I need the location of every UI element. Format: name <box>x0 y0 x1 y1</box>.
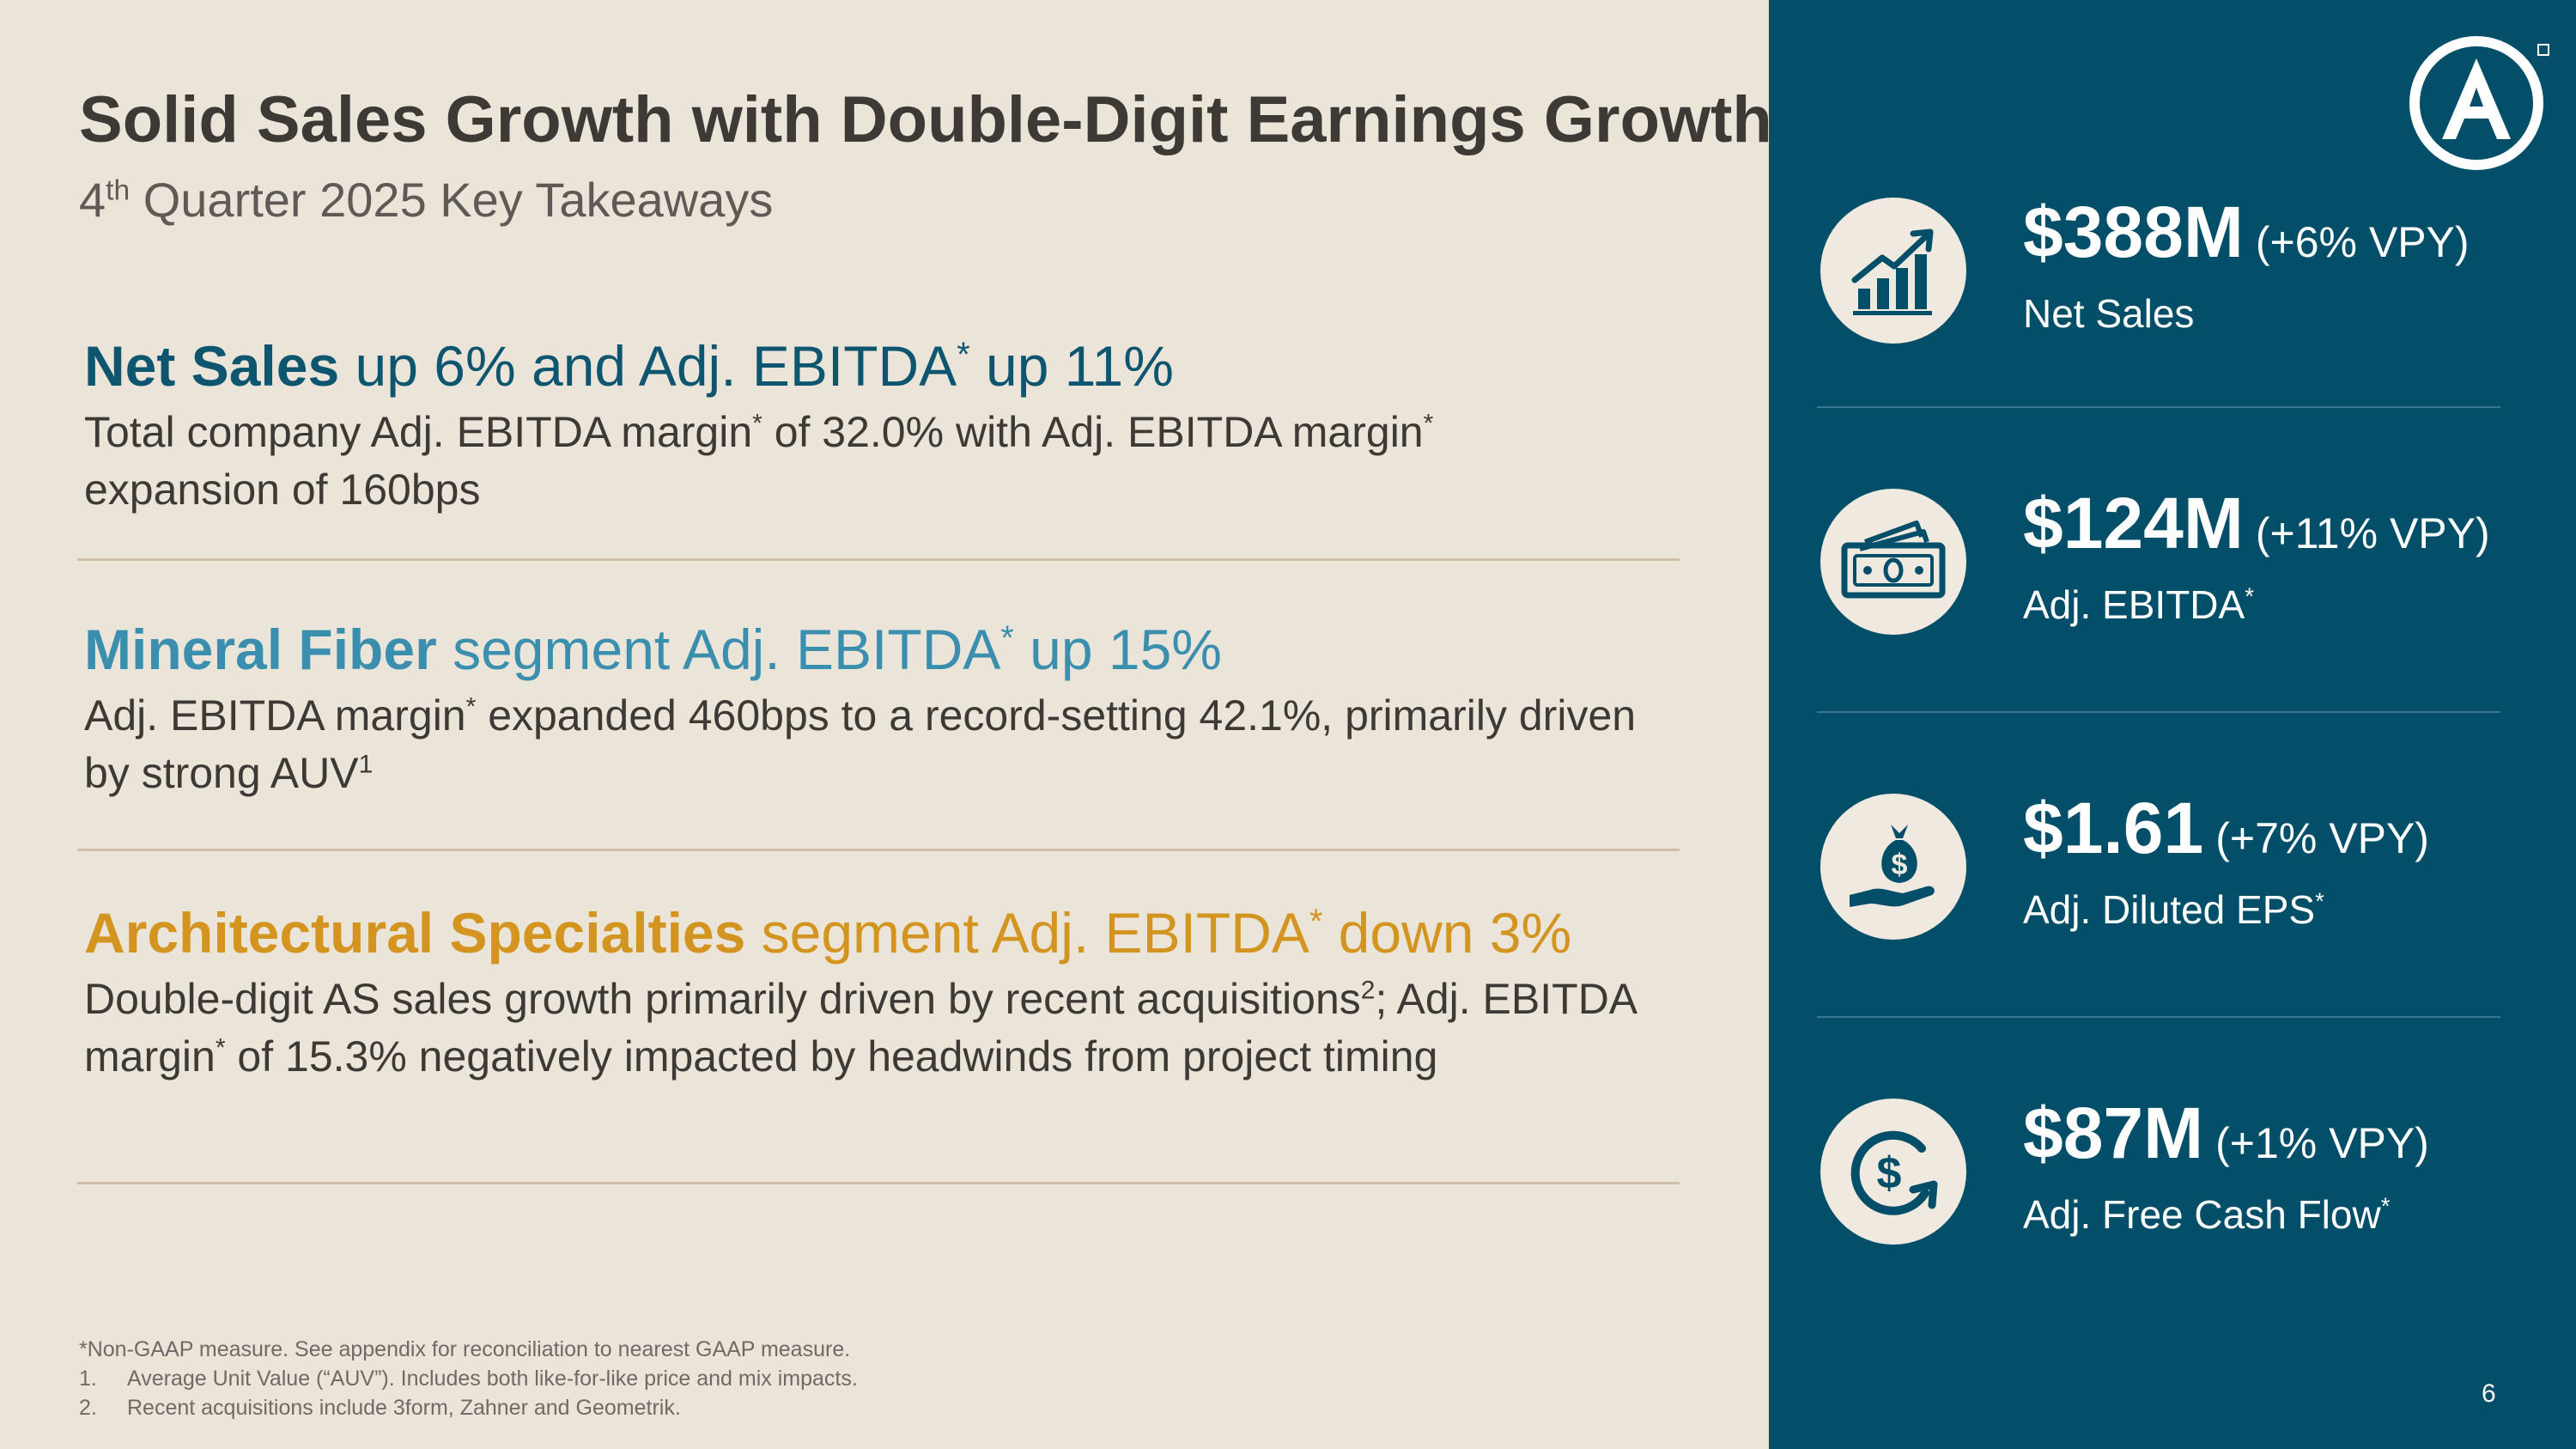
footnote-text: Recent acquisitions include 3form, Zahne… <box>127 1396 681 1420</box>
body-text: Adj. EBITDA margin <box>84 691 466 740</box>
body-text: ; Adj. EBITDA margin <box>84 975 1636 1081</box>
metric-label-sup: * <box>2245 582 2254 610</box>
panel-divider <box>1817 1016 2500 1018</box>
page-subtitle: 4th Quarter 2025 Key Takeaways <box>79 172 773 228</box>
body-sup: 1 <box>358 750 374 779</box>
metric-value-line: $87M (+1% VPY) <box>2023 1092 2429 1175</box>
metric-label-text: Adj. Free Cash Flow <box>2023 1192 2381 1237</box>
footnote-text: Average Unit Value (“AUV”). Includes bot… <box>127 1367 858 1391</box>
metric-change: (+7% VPY) <box>2215 814 2429 862</box>
metric-change: (+1% VPY) <box>2215 1119 2429 1167</box>
section-divider <box>77 558 1680 561</box>
heading-end: up 11% <box>969 334 1174 398</box>
body-text: Total company Adj. EBITDA margin <box>84 408 753 456</box>
body-sup: * <box>752 409 762 438</box>
money-bag-hand-icon: $ <box>1820 794 1966 940</box>
footnote-number: 2. <box>79 1396 97 1420</box>
page-title: Solid Sales Growth with Double-Digit Ear… <box>79 83 1772 156</box>
section-divider <box>77 1182 1680 1184</box>
heading-text: up 6% and Adj. EBITDA <box>339 334 957 398</box>
metric-label: Adj. EBITDA* <box>2023 581 2254 628</box>
metric-label-sup: * <box>2315 887 2324 915</box>
body-text: expansion of 160bps <box>84 466 481 514</box>
metric-adj-ebitda: $124M (+11% VPY) Adj. EBITDA* <box>1820 483 2559 643</box>
heading-sup: * <box>1000 619 1014 657</box>
svg-text:$: $ <box>1892 849 1908 881</box>
subtitle-prefix: 4 <box>79 173 106 227</box>
metric-value: $1.61 <box>2023 788 2204 868</box>
section-divider <box>77 849 1680 851</box>
body-text: of 15.3% negatively impacted by headwind… <box>225 1032 1438 1081</box>
metric-value-line: $124M (+11% VPY) <box>2023 482 2490 565</box>
metric-change: (+6% VPY) <box>2255 218 2470 266</box>
takeaway-heading: Net Sales up 6% and Adj. EBITDA* up 11% <box>84 332 1681 400</box>
heading-end: up 15% <box>1013 618 1222 681</box>
footnote-2: 2. Recent acquisitions include 3form, Zah… <box>79 1393 858 1422</box>
body-text: expanded 460bps to a record-setting 42.1… <box>84 691 1637 797</box>
heading-text: segment Adj. EBITDA <box>745 901 1309 965</box>
metric-label-text: Adj. Diluted EPS <box>2023 887 2316 932</box>
takeaway-heading: Architectural Specialties segment Adj. E… <box>84 898 1681 967</box>
metric-net-sales: $388M (+6% VPY) Net Sales <box>1820 192 2559 352</box>
cash-flow-cycle-icon: $ <box>1820 1099 1966 1245</box>
body-text: Double-digit AS sales growth primarily d… <box>84 975 1361 1023</box>
takeaway-body: Total company Adj. EBITDA margin* of 32.… <box>84 404 1681 519</box>
takeaway-heading: Mineral Fiber segment Adj. EBITDA* up 15… <box>84 615 1681 684</box>
main-content: Solid Sales Growth with Double-Digit Ear… <box>77 83 1772 1422</box>
subtitle-rest: Quarter 2025 Key Takeaways <box>130 173 774 227</box>
body-sup: * <box>215 1033 226 1062</box>
armstrong-logo-icon <box>2408 26 2554 172</box>
takeaway-net-sales: Net Sales up 6% and Adj. EBITDA* up 11% … <box>84 332 1681 519</box>
svg-text:$: $ <box>1877 1148 1902 1198</box>
body-sup: * <box>1423 409 1434 438</box>
metric-value-line: $1.61 (+7% VPY) <box>2023 787 2429 870</box>
heading-sup: * <box>1309 903 1323 941</box>
metric-label: Adj. Free Cash Flow* <box>2023 1191 2390 1238</box>
metric-change: (+11% VPY) <box>2255 509 2490 557</box>
metric-value: $124M <box>2023 483 2244 563</box>
metric-value-line: $388M (+6% VPY) <box>2023 191 2470 274</box>
metric-label-text: Adj. EBITDA <box>2023 582 2245 627</box>
metric-label: Adj. Diluted EPS* <box>2023 886 2324 933</box>
takeaway-body: Double-digit AS sales growth primarily d… <box>84 971 1681 1086</box>
heading-text: segment Adj. EBITDA <box>436 618 1001 681</box>
takeaway-mineral-fiber: Mineral Fiber segment Adj. EBITDA* up 15… <box>84 615 1681 802</box>
footnote-non-gaap: *Non-GAAP measure. See appendix for reco… <box>79 1337 851 1361</box>
body-sup: 2 <box>1360 976 1376 1005</box>
heading-bold: Mineral Fiber <box>84 618 437 681</box>
metric-adj-diluted-eps: $ $1.61 (+7% VPY) Adj. Diluted EPS* <box>1820 788 2559 948</box>
heading-sup: * <box>957 336 970 374</box>
metric-value: $87M <box>2023 1093 2204 1173</box>
heading-bold: Architectural Specialties <box>84 901 746 965</box>
metric-label-sup: * <box>2380 1192 2391 1220</box>
footnotes: *Non-GAAP measure. See appendix for reco… <box>79 1335 858 1422</box>
body-sup: * <box>465 692 477 721</box>
body-text: of 32.0% with Adj. EBITDA margin <box>762 408 1424 456</box>
panel-divider <box>1817 406 2500 408</box>
footnote-1: 1. Average Unit Value (“AUV”). Includes b… <box>79 1364 858 1393</box>
metric-value: $388M <box>2023 192 2244 272</box>
subtitle-sup: th <box>106 174 131 207</box>
takeaway-body: Adj. EBITDA margin* expanded 460bps to a… <box>84 687 1681 802</box>
metric-adj-free-cash-flow: $ $87M (+1% VPY) Adj. Free Cash Flow* <box>1820 1093 2559 1253</box>
heading-bold: Net Sales <box>84 334 340 398</box>
metric-label: Net Sales <box>2023 290 2194 337</box>
cash-bills-icon <box>1820 489 1966 635</box>
panel-divider <box>1817 711 2500 713</box>
footnote-number: 1. <box>79 1367 97 1391</box>
growth-chart-icon <box>1820 198 1966 344</box>
metric-label-text: Net Sales <box>2023 291 2195 336</box>
takeaway-architectural-specialties: Architectural Specialties segment Adj. E… <box>84 898 1681 1086</box>
heading-end: down 3% <box>1322 901 1572 965</box>
page-number: 6 <box>2482 1379 2496 1408</box>
